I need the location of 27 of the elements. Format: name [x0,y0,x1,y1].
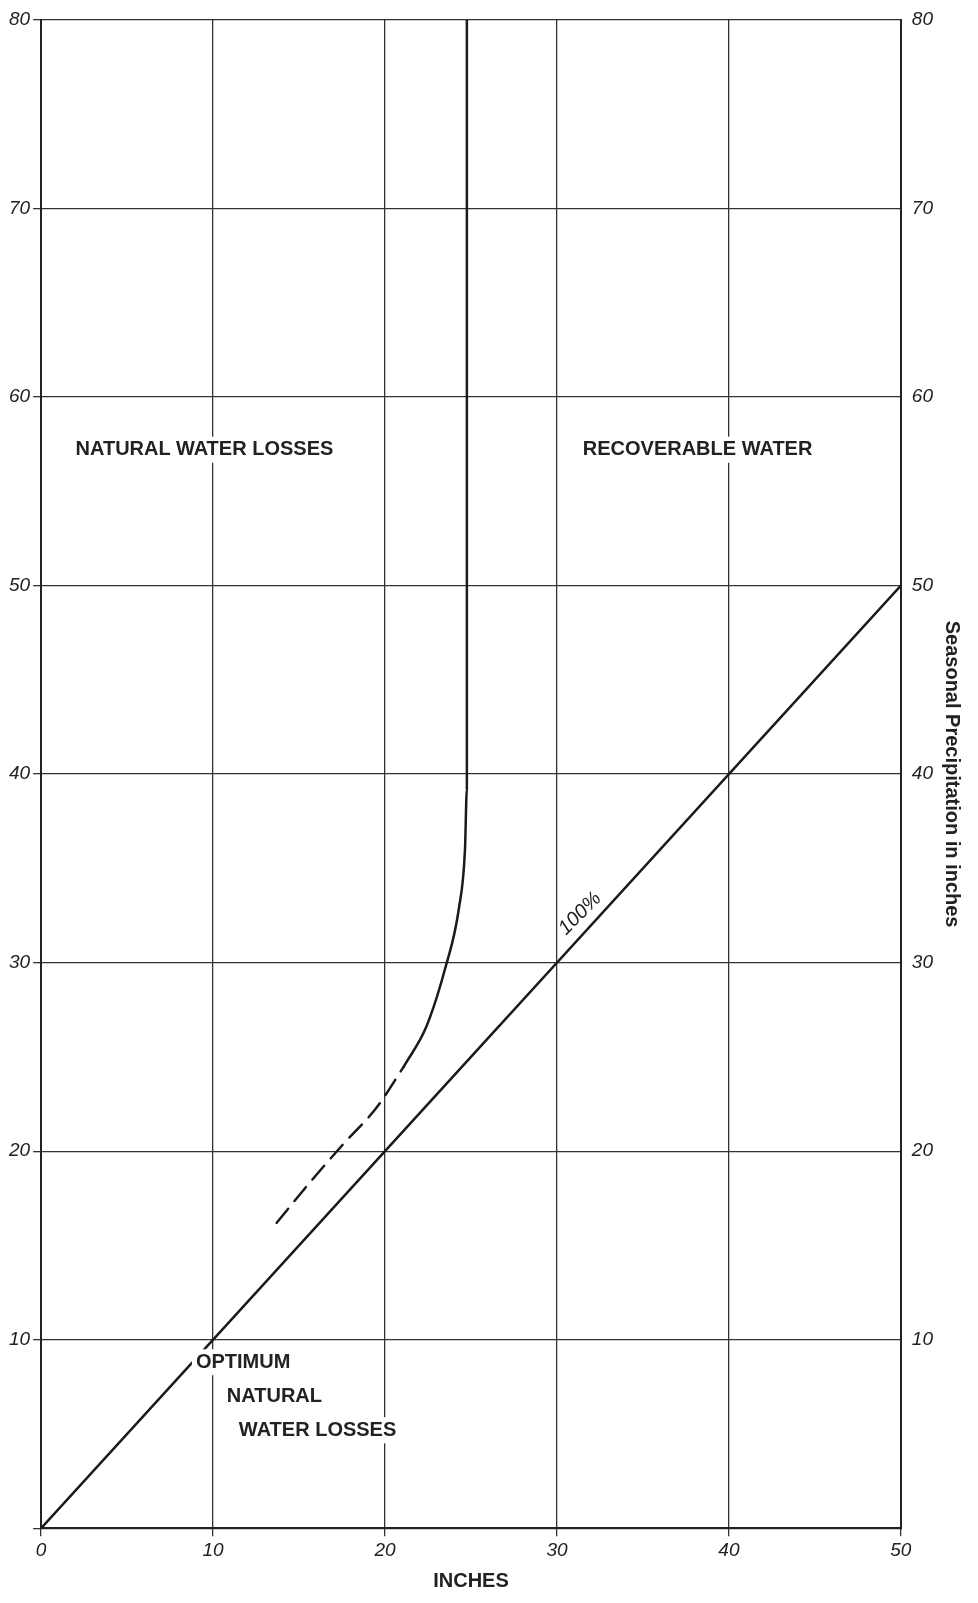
x-tick-label: 50 [890,1538,912,1560]
y-tick-label: 30 [8,950,31,972]
x-tick-label: 40 [718,1538,740,1560]
x-tick-label: 10 [202,1538,225,1560]
annotation: OPTIMUM NATURAL WATER LOSSES [195,1349,397,1440]
y-tick-label: 20 [7,1139,31,1161]
y2-tick-label: 70 [911,196,934,218]
y2-tick-label: 20 [910,1139,934,1161]
annotation: RECOVERABLE WATER [582,437,813,460]
y2-tick-label: 60 [911,385,934,407]
y-tick-label: 70 [8,196,31,218]
x-tick-label: 20 [373,1538,397,1560]
y-tick-label: 60 [8,385,31,407]
y2-tick-label: 40 [911,762,934,784]
y2-tick-label: 80 [911,8,934,30]
x-tick-label: 30 [546,1538,568,1560]
y2-axis-title: Seasonal Precipitation in inches [942,620,965,928]
y2-tick-label: 50 [911,573,934,595]
annotation: NATURAL WATER LOSSES [75,437,334,460]
x-axis-title: INCHES [433,1568,509,1591]
y-tick-label: 40 [8,762,31,784]
y-tick-label: 10 [8,1327,31,1349]
y2-tick-label: 30 [911,950,934,972]
x-tick-label: 0 [35,1538,47,1560]
y2-tick-label: 10 [911,1327,934,1349]
y-tick-label: 50 [8,573,31,595]
y-tick-label: 80 [8,8,31,30]
